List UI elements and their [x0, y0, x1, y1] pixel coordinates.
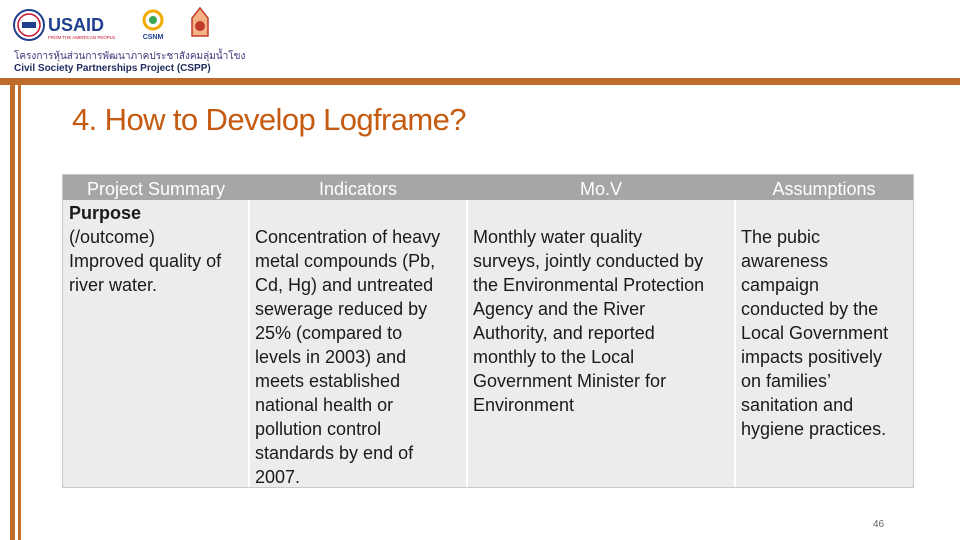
slide-header: USAID FROM THE AMERICAN PEOPLE CSNM โครง…: [0, 0, 960, 80]
cell-assumptions: The pubic awareness campaign conducted b…: [741, 227, 889, 439]
slide-title: 4. How to Develop Logframe?: [72, 102, 467, 137]
left-accent-bar-thin: [18, 85, 21, 540]
cell-project-summary: (/outcome) Improved quality of river wat…: [69, 227, 222, 295]
usaid-wordmark: USAID: [48, 15, 104, 35]
header-project-summary: Project Summary: [63, 175, 249, 200]
csnm-logo: CSNM: [142, 9, 164, 41]
header-mov: Mo.V: [467, 175, 735, 200]
logframe-table: Project Summary Indicators Mo.V Assumpti…: [62, 174, 914, 488]
csnm-wordmark: CSNM: [143, 34, 164, 41]
left-accent-bar: [10, 85, 15, 540]
cell-indicators: Concentration of heavy metal compounds (…: [255, 227, 441, 487]
column-divider: [466, 200, 468, 487]
cell-mov: Monthly water quality surveys, jointly c…: [473, 227, 705, 415]
university-seal-icon: [191, 6, 209, 37]
project-subtitle-english: Civil Society Partnerships Project (CSPP…: [14, 63, 211, 74]
column-divider: [248, 200, 250, 487]
header-indicators: Indicators: [249, 175, 467, 200]
project-subtitle-thai: โครงการหุ้นส่วนการพัฒนาภาคประชาสังคมลุ่ม…: [14, 51, 246, 62]
column-divider: [734, 200, 736, 487]
usaid-logo: USAID FROM THE AMERICAN PEOPLE: [13, 9, 115, 41]
header-assumptions: Assumptions: [735, 175, 913, 200]
page-number: 46: [873, 519, 885, 530]
project-summary-heading: Purpose: [69, 203, 142, 223]
usaid-tagline: FROM THE AMERICAN PEOPLE: [48, 35, 115, 40]
header-accent-bar: [0, 78, 960, 85]
